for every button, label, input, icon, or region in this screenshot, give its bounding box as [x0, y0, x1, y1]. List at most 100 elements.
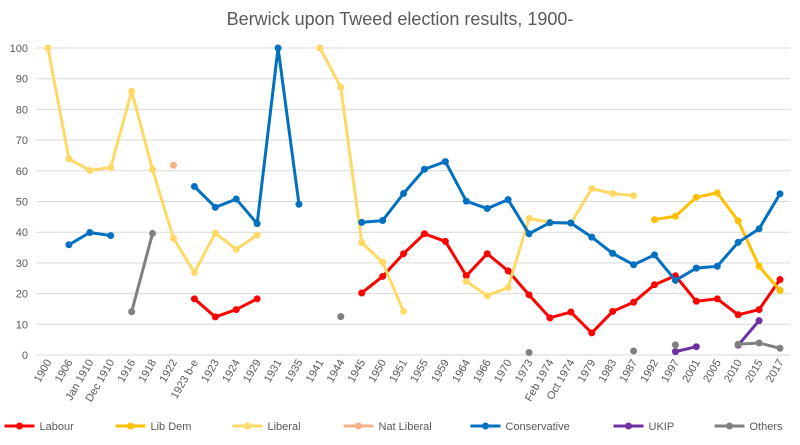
- x-tick-label: 2005: [701, 358, 724, 385]
- data-point: [295, 200, 303, 208]
- data-point: [190, 295, 198, 303]
- data-point: [358, 218, 366, 226]
- data-point: [734, 340, 742, 348]
- x-tick-label: 1924: [220, 358, 243, 385]
- data-point: [462, 277, 470, 285]
- data-point: [107, 232, 115, 240]
- data-point: [588, 233, 596, 241]
- x-tick-label: 1941: [304, 358, 327, 385]
- data-point: [504, 267, 512, 275]
- data-point: [755, 306, 763, 314]
- x-tick-label: 1966: [471, 358, 494, 385]
- data-point: [588, 329, 596, 337]
- x-tick-label: 1959: [429, 358, 452, 385]
- data-point: [630, 298, 638, 306]
- data-point: [692, 297, 700, 305]
- data-point: [337, 313, 345, 321]
- legend-swatch-marker: [16, 422, 23, 430]
- y-tick-label: 0: [22, 350, 28, 362]
- data-point: [755, 262, 763, 270]
- data-point: [337, 83, 345, 91]
- data-point: [483, 292, 491, 300]
- data-point: [274, 44, 282, 52]
- x-tick-label: 1951: [388, 358, 411, 385]
- legend-item: Liberal: [232, 421, 301, 433]
- data-point: [692, 193, 700, 201]
- data-point: [546, 314, 554, 322]
- x-tick-label: 1979: [576, 358, 599, 385]
- data-point: [609, 249, 617, 257]
- data-point: [776, 287, 784, 295]
- x-tick-label: 1992: [638, 358, 661, 385]
- x-tick-label: 1929: [241, 358, 264, 385]
- x-tick-label: 2010: [722, 358, 745, 385]
- data-point: [651, 281, 659, 289]
- data-point: [169, 234, 177, 242]
- data-point: [379, 272, 387, 280]
- data-point: [232, 306, 240, 314]
- data-point: [671, 276, 679, 284]
- data-point: [86, 229, 94, 237]
- x-tick-label: 1987: [618, 358, 641, 385]
- y-tick-label: 30: [16, 258, 28, 270]
- data-point: [420, 165, 428, 173]
- data-point: [713, 189, 721, 197]
- data-point: [671, 341, 679, 349]
- data-point: [755, 225, 763, 233]
- legend-item: Nat Liberal: [343, 421, 432, 433]
- series-others: [128, 229, 784, 357]
- series-ukip: [671, 317, 763, 356]
- data-point: [567, 219, 575, 227]
- series-line-segment: [736, 319, 761, 347]
- y-tick-label: 50: [16, 197, 28, 209]
- legend-swatch-marker: [127, 422, 134, 430]
- data-point: [755, 339, 763, 347]
- x-tick-label: 1923: [199, 358, 222, 385]
- legend-swatch-marker: [244, 422, 251, 430]
- data-point: [692, 264, 700, 272]
- data-point: [149, 166, 157, 174]
- x-tick-label: 1955: [408, 358, 431, 385]
- data-point: [630, 192, 638, 200]
- y-axis-ticks: 0 10 20 30 40 50 60 70 80 90 100: [10, 43, 28, 362]
- data-point: [734, 217, 742, 225]
- x-tick-label: 1950: [367, 358, 390, 385]
- y-tick-label: 40: [16, 227, 28, 239]
- x-tick-label: 2017: [764, 358, 787, 385]
- series-line-segment: [360, 232, 782, 335]
- data-point: [358, 289, 366, 297]
- series-line-segment: [192, 297, 259, 319]
- legend-swatch-marker: [482, 422, 489, 430]
- x-tick-label: 1944: [325, 358, 348, 385]
- series-liberal: [44, 44, 638, 315]
- x-tick-label: 1918: [137, 358, 160, 385]
- data-point: [776, 275, 784, 283]
- series-line-segment: [130, 231, 155, 314]
- data-point: [651, 251, 659, 259]
- y-tick-label: 20: [16, 289, 28, 301]
- series-line-segment: [318, 46, 406, 313]
- data-point: [441, 158, 449, 166]
- data-point: [546, 219, 554, 227]
- data-point: [462, 272, 470, 280]
- data-point: [483, 250, 491, 258]
- data-point: [651, 216, 659, 224]
- legend-swatch-marker: [625, 422, 632, 430]
- y-tick-label: 70: [16, 135, 28, 147]
- data-point: [420, 230, 428, 238]
- data-point: [504, 196, 512, 204]
- data-point: [44, 44, 52, 52]
- data-point: [211, 229, 219, 237]
- data-point: [525, 291, 533, 299]
- legend-item: Others: [714, 421, 784, 433]
- data-point: [483, 205, 491, 213]
- x-tick-label: 1900: [32, 358, 55, 385]
- x-tick-label: 1964: [450, 358, 473, 385]
- series-line-segment: [192, 46, 301, 226]
- legend-label: Nat Liberal: [379, 421, 432, 433]
- legend-label: Others: [750, 421, 784, 433]
- legend-item: Conservative: [470, 421, 570, 433]
- data-point: [630, 347, 638, 355]
